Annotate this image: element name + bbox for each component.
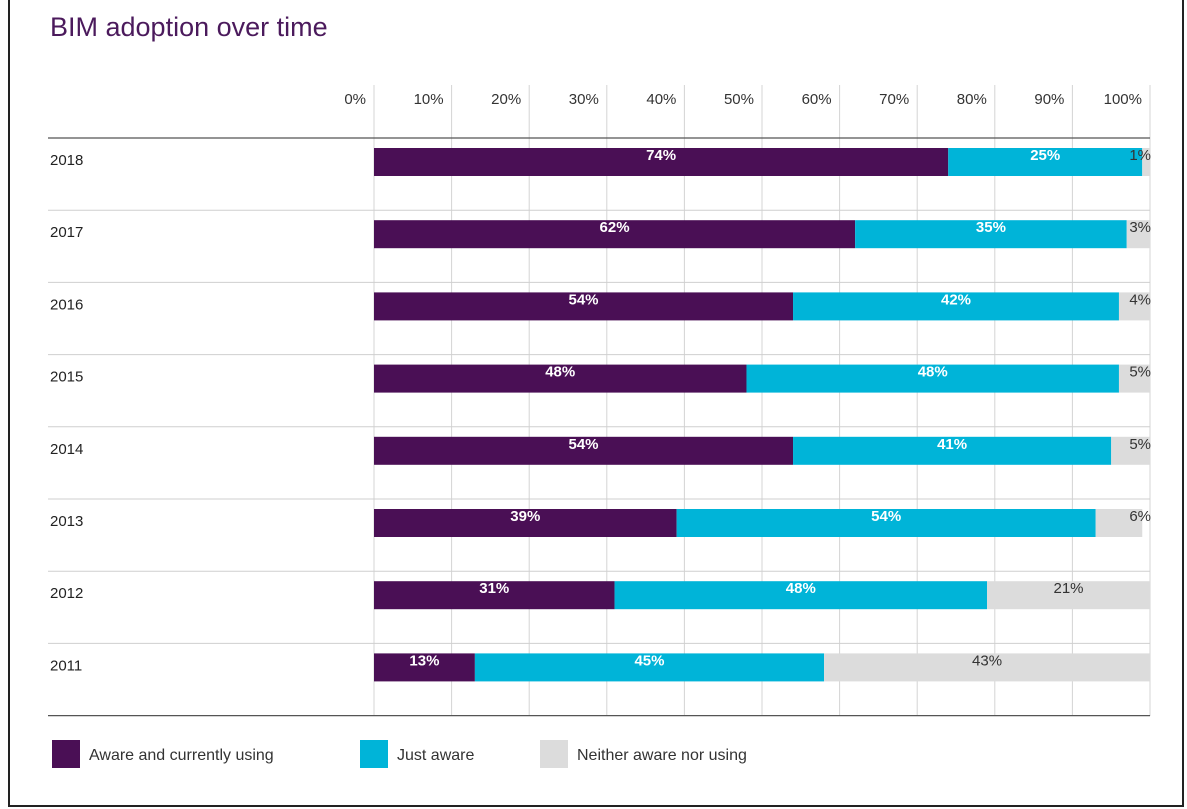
bar-row-2016: 2016 54% 42% 4%	[50, 291, 1151, 321]
bar-segment	[824, 653, 1150, 682]
grid-lines	[48, 85, 1151, 717]
bar-segment	[374, 509, 677, 537]
data-label: 48%	[545, 364, 575, 381]
bar-segment	[793, 292, 1119, 321]
x-tick-label: 0%	[344, 91, 366, 108]
year-label: 2017	[50, 224, 83, 241]
data-label: 35%	[976, 219, 1006, 236]
chart-title: BIM adoption over time	[50, 12, 328, 42]
bar-row-2011: 2011 13% 45% 43%	[50, 652, 1150, 682]
x-tick-label: 60%	[802, 91, 832, 108]
data-label: 39%	[510, 508, 540, 525]
year-label: 2015	[50, 369, 83, 386]
legend: Aware and currently using Just aware Neith…	[52, 740, 747, 768]
x-tick-label: 10%	[414, 91, 444, 108]
bar-segment	[614, 581, 988, 610]
bar-row-2014: 2014 54% 41% 5%	[50, 436, 1151, 465]
data-label: 5%	[1129, 364, 1151, 381]
bar-segment	[793, 436, 1112, 465]
bar-segment	[374, 148, 949, 176]
year-label: 2018	[50, 152, 83, 169]
x-tick-label: 30%	[569, 91, 599, 108]
data-label: 45%	[634, 652, 664, 669]
data-label: 62%	[600, 219, 630, 236]
bar-segment	[374, 581, 615, 610]
data-label: 25%	[1030, 147, 1060, 164]
bar-segment	[1118, 292, 1150, 321]
data-label: 4%	[1129, 291, 1151, 308]
bar-row-2012: 2012 31% 48% 21%	[50, 580, 1150, 610]
x-tick-label: 50%	[724, 91, 754, 108]
x-tick-label: 90%	[1034, 91, 1064, 108]
bar-row-2015: 2015 48% 48% 5%	[50, 364, 1151, 393]
bar-segment	[746, 364, 1119, 393]
legend-label: Aware and currently using	[89, 747, 274, 764]
year-label: 2011	[50, 657, 82, 674]
data-label: 13%	[409, 652, 439, 669]
data-label: 54%	[569, 436, 599, 453]
year-label: 2012	[50, 585, 83, 602]
data-label: 41%	[937, 436, 967, 453]
legend-label: Neither aware nor using	[577, 747, 747, 764]
data-label: 3%	[1129, 219, 1151, 236]
data-label: 54%	[871, 508, 901, 525]
bar-segment	[1126, 220, 1150, 249]
bar-segment	[1142, 148, 1150, 176]
bar-segment	[374, 436, 794, 465]
bar-segment	[855, 220, 1127, 249]
bar-segment	[374, 292, 794, 321]
bar-segment	[1118, 364, 1150, 393]
data-label: 48%	[786, 580, 816, 597]
bar-segment	[1111, 436, 1150, 465]
bar-segment	[374, 220, 856, 249]
data-label: 48%	[918, 364, 948, 381]
bar-row-2013: 2013 39% 54% 6%	[50, 508, 1151, 537]
data-label: 43%	[972, 652, 1002, 669]
year-label: 2013	[50, 513, 83, 530]
chart-frame	[8, 0, 1184, 807]
legend-swatch	[52, 740, 80, 768]
legend-item: Aware and currently using	[52, 740, 274, 768]
bar-segment	[474, 653, 825, 682]
x-tick-label: 80%	[957, 91, 987, 108]
bar-segment	[374, 364, 747, 393]
x-tick-label: 100%	[1104, 91, 1142, 108]
data-label: 6%	[1129, 508, 1151, 525]
x-tick-label: 70%	[879, 91, 909, 108]
data-label: 74%	[646, 147, 676, 164]
x-axis-tick-labels: 0% 10% 20% 30% 40% 50% 60% 70% 80% 90% 100%	[344, 91, 1142, 108]
bar-row-2018: 2018 74% 25% 1%	[50, 147, 1151, 176]
bar-row-2017: 2017 62% 35% 3%	[50, 219, 1151, 249]
year-label: 2016	[50, 296, 83, 313]
bar-segment	[948, 148, 1143, 176]
bar-segment	[1095, 509, 1143, 537]
x-tick-label: 40%	[646, 91, 676, 108]
data-label: 42%	[941, 291, 971, 308]
data-label: 54%	[569, 291, 599, 308]
bar-segment	[374, 653, 475, 682]
legend-swatch	[360, 740, 388, 768]
bar-segment	[987, 581, 1150, 610]
data-label: 5%	[1129, 436, 1151, 453]
data-label: 31%	[479, 580, 509, 597]
legend-label: Just aware	[397, 747, 474, 764]
bar-rows: 2018 74% 25% 1% 2017 62% 35% 3% 2016 54% 42% 4% 2015…	[50, 147, 1151, 682]
legend-swatch	[540, 740, 568, 768]
legend-item: Just aware	[360, 740, 474, 768]
legend-item: Neither aware nor using	[540, 740, 747, 768]
x-tick-label: 20%	[491, 91, 521, 108]
year-label: 2014	[50, 441, 83, 458]
bar-segment	[676, 509, 1096, 537]
data-label: 21%	[1054, 580, 1084, 597]
data-label: 1%	[1129, 147, 1151, 164]
